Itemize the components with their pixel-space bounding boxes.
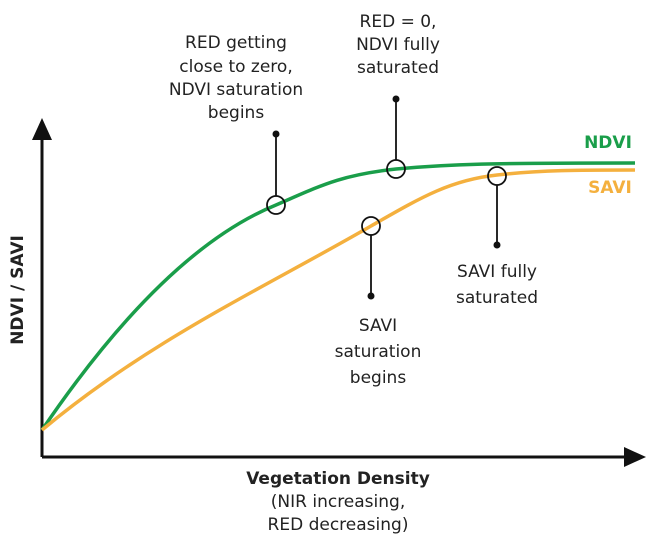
annotation: SAVI fully bbox=[457, 262, 537, 282]
annotation: NDVI saturation bbox=[169, 80, 303, 100]
x-axis-label: (NIR increasing, bbox=[271, 492, 405, 512]
annotation: saturated bbox=[357, 58, 439, 78]
ndvi-curve bbox=[40, 161, 636, 431]
leader-dot bbox=[392, 95, 400, 103]
x-axis-label: Vegetation Density bbox=[246, 469, 430, 489]
leader-dot bbox=[272, 130, 280, 138]
curve-label: SAVI bbox=[588, 178, 632, 198]
x-axis-label: RED decreasing) bbox=[268, 515, 409, 535]
annotation: saturated bbox=[456, 288, 538, 308]
leader-dot bbox=[493, 241, 501, 249]
annotation: RED getting bbox=[185, 33, 287, 53]
annotation: saturation bbox=[335, 342, 422, 362]
curve-label: NDVI bbox=[584, 133, 632, 153]
savi-curve bbox=[40, 168, 636, 432]
annotation: SAVI bbox=[359, 316, 397, 336]
annotation: RED = 0, bbox=[360, 12, 437, 32]
annotation: begins bbox=[350, 368, 407, 388]
x-arrow bbox=[624, 447, 646, 467]
y-arrow bbox=[32, 118, 52, 140]
y-axis-label: NDVI / SAVI bbox=[8, 235, 28, 345]
annotation: close to zero, bbox=[179, 57, 292, 77]
leader-dot bbox=[367, 292, 375, 300]
annotation: begins bbox=[208, 103, 265, 123]
annotation: NDVI fully bbox=[356, 35, 440, 55]
